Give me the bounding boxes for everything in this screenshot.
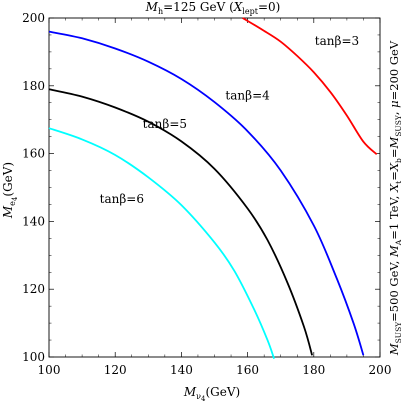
x-tick-label: 180 — [302, 363, 325, 377]
curve-label-tan-5: tanβ=5 — [143, 117, 187, 131]
series-line-tan-3 — [242, 17, 378, 155]
x-tick-label: 100 — [38, 363, 61, 377]
plot-frame — [48, 17, 381, 358]
y-tick-label: 200 — [22, 11, 45, 25]
x-tick-label: 120 — [104, 363, 127, 377]
curve-label-tan-3: tanβ=3 — [315, 34, 359, 48]
curves — [48, 17, 378, 360]
x-tick-label: 160 — [236, 363, 259, 377]
x-axis-label: Mν4(GeV) — [183, 385, 240, 403]
curve-label-tan-4: tanβ=4 — [225, 88, 270, 102]
annotations: tanβ=3 tanβ=4 tanβ=5 tanβ=6 — [100, 34, 359, 206]
series-line-tan-4 — [48, 30, 365, 356]
y-tick-label: 160 — [22, 147, 45, 161]
y-axis-label: Me4(GeV) — [1, 162, 19, 219]
y-tick-label: 180 — [22, 79, 45, 93]
side-annotation: MSUSY=500 GeV, MA=1 TeV, Xt=Xb=MSUSY, μ=… — [387, 40, 403, 356]
y-tick-label: 100 — [22, 350, 45, 364]
x-axis: 100 120 140 160 180 200 — [38, 18, 392, 377]
series-line-tan-5 — [48, 88, 313, 356]
series-line-tan-6 — [48, 127, 275, 360]
y-tick-label: 120 — [22, 282, 45, 296]
y-tick-label: 140 — [22, 214, 45, 228]
x-tick-label: 200 — [369, 363, 392, 377]
y-axis: 100 120 140 160 180 200 — [22, 11, 380, 364]
chart-title: Mh=125 GeV (Xlept=0) — [145, 0, 281, 16]
curve-label-tan-6: tanβ=6 — [100, 192, 144, 206]
x-tick-label: 140 — [170, 363, 193, 377]
